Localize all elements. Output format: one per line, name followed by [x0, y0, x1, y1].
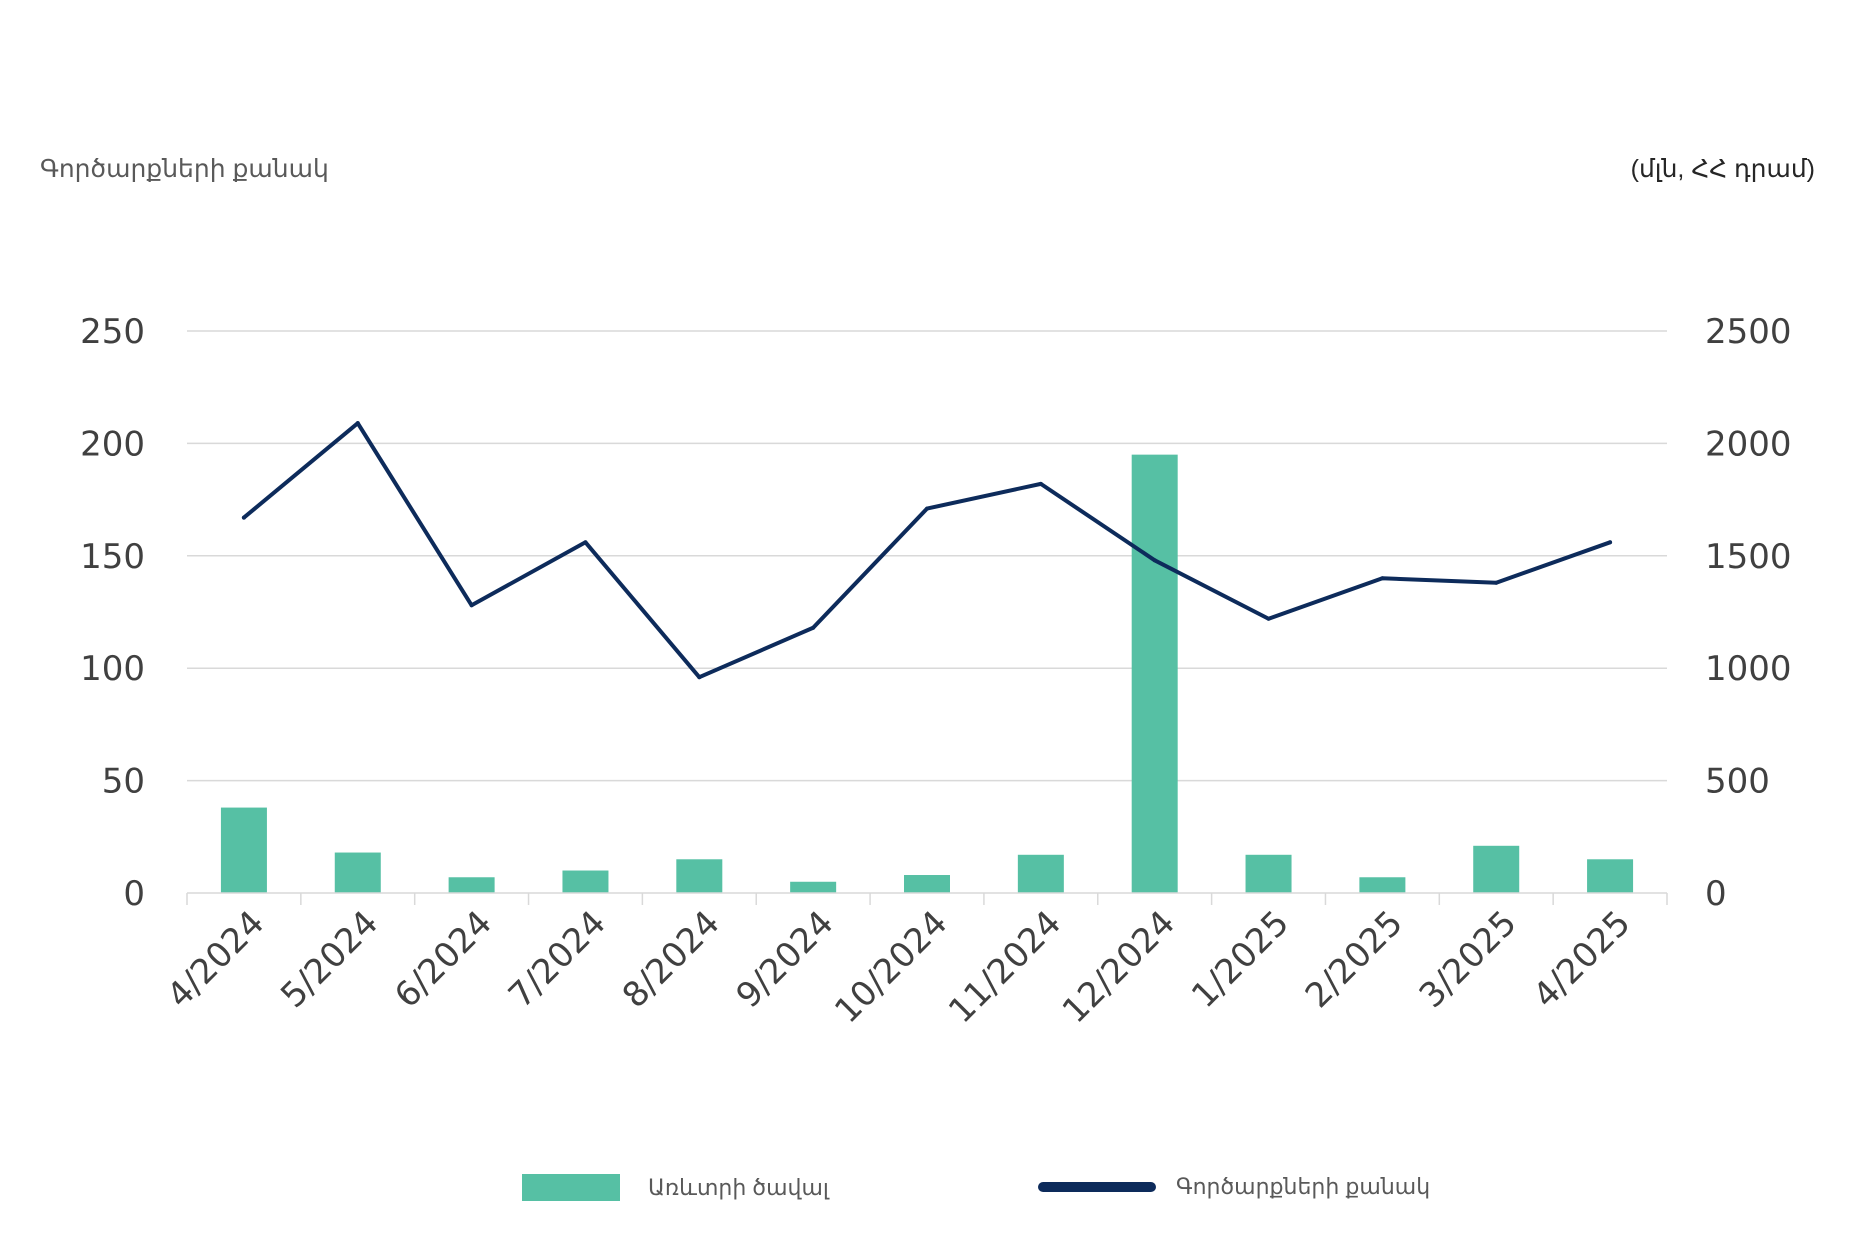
- line-point-4/2025: [1608, 540, 1613, 545]
- line-point-2/2025: [1380, 576, 1385, 581]
- right-y-axis: 0 500 1000 1500 2000 2500: [1705, 312, 1792, 914]
- legend-item-line: Գործարքների քանակ: [1038, 1174, 1430, 1200]
- legend-label-bar: Առևտրի ծավալ: [648, 1174, 829, 1200]
- bar-5/2024: [334, 852, 381, 893]
- right-y-tick-label: 1500: [1705, 537, 1792, 577]
- x-tick-label: 3/2025: [1412, 903, 1525, 1016]
- x-tick-label: 7/2024: [501, 903, 614, 1016]
- gridlines: [187, 330, 1667, 782]
- x-tick-labels: 4/2024 5/2024 6/2024 7/2024 8/2024 9/202410/2…: [159, 903, 1638, 1031]
- right-y-tick-label: 2000: [1705, 424, 1792, 464]
- x-tick-label: 4/2024: [159, 903, 272, 1016]
- x-tick-label: 1/2025: [1184, 903, 1297, 1016]
- left-axis-title: Գործարքների քանակ: [40, 155, 329, 183]
- left-y-tick-label: 50: [102, 762, 145, 802]
- line-point-3/2025: [1494, 580, 1499, 585]
- bar-7/2024: [562, 870, 609, 893]
- bar-8/2024: [676, 859, 723, 893]
- right-axis-title: (մլն, ՀՀ դրամ): [1630, 155, 1815, 183]
- x-tick-label: 6/2024: [387, 903, 500, 1016]
- bar-2/2025: [1359, 877, 1406, 893]
- line-point-7/2024: [583, 540, 588, 545]
- legend-swatch-bar: [522, 1174, 620, 1201]
- line-point-5/2024: [355, 421, 360, 426]
- line-point-4/2024: [241, 515, 246, 520]
- left-y-tick-label: 100: [80, 649, 145, 689]
- x-tick-label: 2/2025: [1298, 903, 1411, 1016]
- x-tick-label: 10/2024: [827, 903, 955, 1031]
- line-series: [241, 421, 1613, 680]
- bar-11/2024: [1017, 854, 1064, 893]
- x-tick-label: 9/2024: [729, 903, 842, 1016]
- bar-10/2024: [904, 875, 950, 893]
- bar-3/2025: [1473, 845, 1520, 893]
- line-point-1/2025: [1266, 616, 1271, 621]
- left-y-tick-label: 200: [80, 424, 145, 464]
- x-tick-label: 5/2024: [273, 903, 386, 1016]
- bar-9/2024: [790, 881, 837, 893]
- line-path: [241, 421, 1613, 680]
- left-y-tick-label: 0: [123, 874, 145, 914]
- line-point-8/2024: [697, 675, 702, 680]
- legend-swatch-line: [1038, 1182, 1156, 1192]
- legend-item-bar: Առևտրի ծավալ: [522, 1174, 829, 1201]
- line-point-10/2024: [925, 506, 929, 511]
- x-tick-label: 8/2024: [615, 903, 728, 1016]
- right-y-tick-label: 1000: [1705, 649, 1792, 689]
- bar-6/2024: [448, 877, 495, 893]
- bar-1/2025: [1245, 854, 1292, 893]
- line-point-9/2024: [811, 625, 816, 630]
- left-y-tick-label: 150: [80, 537, 145, 577]
- x-tick-label: 4/2025: [1526, 903, 1639, 1016]
- bar-series: [220, 454, 1634, 893]
- left-y-axis: 0 50 100 150 200 250: [80, 312, 145, 914]
- bar-4/2024: [220, 807, 267, 893]
- line-point-12/2024: [1152, 558, 1157, 563]
- x-tick-label: 12/2024: [1055, 903, 1183, 1031]
- right-y-tick-label: 500: [1705, 762, 1770, 802]
- legend-label-line: Գործարքների քանակ: [1176, 1174, 1431, 1199]
- right-y-tick-label: 2500: [1705, 312, 1792, 352]
- right-y-tick-label: 0: [1705, 874, 1727, 914]
- left-y-tick-label: 250: [80, 312, 145, 352]
- line-point-6/2024: [469, 603, 474, 608]
- bar-12/2024: [1131, 454, 1178, 893]
- x-tick-label: 11/2024: [941, 903, 1069, 1031]
- bar-4/2025: [1587, 859, 1634, 893]
- line-point-11/2024: [1038, 481, 1043, 486]
- x-axis: [186, 892, 1668, 905]
